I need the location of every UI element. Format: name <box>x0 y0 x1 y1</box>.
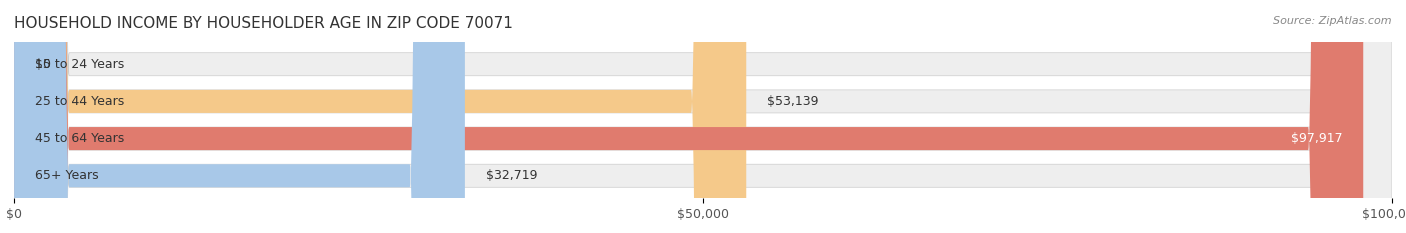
Text: 15 to 24 Years: 15 to 24 Years <box>35 58 124 71</box>
FancyBboxPatch shape <box>14 0 747 233</box>
FancyBboxPatch shape <box>14 0 1392 233</box>
Text: Source: ZipAtlas.com: Source: ZipAtlas.com <box>1274 16 1392 26</box>
FancyBboxPatch shape <box>14 0 1392 233</box>
FancyBboxPatch shape <box>14 0 42 233</box>
Text: $32,719: $32,719 <box>485 169 537 182</box>
FancyBboxPatch shape <box>14 0 1392 233</box>
Text: 65+ Years: 65+ Years <box>35 169 98 182</box>
Text: $97,917: $97,917 <box>1291 132 1343 145</box>
Text: 45 to 64 Years: 45 to 64 Years <box>35 132 124 145</box>
Text: $53,139: $53,139 <box>766 95 818 108</box>
FancyBboxPatch shape <box>14 0 1392 233</box>
FancyBboxPatch shape <box>14 0 465 233</box>
Text: 25 to 44 Years: 25 to 44 Years <box>35 95 124 108</box>
FancyBboxPatch shape <box>14 0 1364 233</box>
Text: HOUSEHOLD INCOME BY HOUSEHOLDER AGE IN ZIP CODE 70071: HOUSEHOLD INCOME BY HOUSEHOLDER AGE IN Z… <box>14 16 513 31</box>
Text: $0: $0 <box>35 58 51 71</box>
